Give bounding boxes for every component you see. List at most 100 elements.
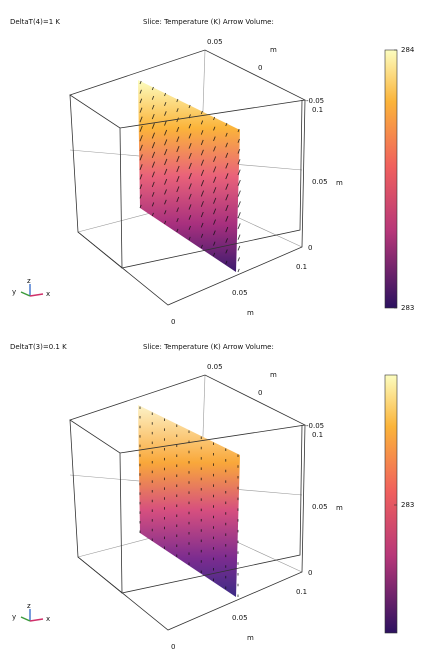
triad-label: z xyxy=(27,277,31,285)
arrow xyxy=(200,233,204,238)
arrow xyxy=(139,144,143,151)
arrow xyxy=(188,236,191,241)
axis-tick-label: 0.1 xyxy=(312,106,323,114)
arrow xyxy=(176,155,180,163)
arrow xyxy=(188,183,192,190)
arrow xyxy=(237,234,241,240)
triad-x xyxy=(29,293,44,297)
arrow xyxy=(200,169,205,177)
arrow xyxy=(139,154,143,161)
arrow xyxy=(213,230,216,236)
arrow xyxy=(151,86,154,91)
arrow xyxy=(164,158,168,166)
arrow xyxy=(139,80,142,85)
axis-tick-label: 0.1 xyxy=(296,588,307,596)
arrow xyxy=(188,172,192,180)
arrow xyxy=(225,162,229,169)
arrow xyxy=(188,193,192,200)
colorbar-label: 283 xyxy=(401,304,414,312)
axis-tick-label: 0.05 xyxy=(312,503,328,511)
arrow xyxy=(213,166,217,173)
colorbar-label: 283 xyxy=(401,501,414,509)
arrow xyxy=(213,176,217,183)
axis-tick-label: -0.05 xyxy=(306,97,324,105)
axis-tick-label: 0.05 xyxy=(207,363,223,371)
arrow xyxy=(237,212,241,219)
arrow xyxy=(188,162,192,170)
axis-tick-label: m xyxy=(336,179,343,187)
box-edge xyxy=(119,99,303,269)
arrow xyxy=(151,113,155,120)
arrow xyxy=(237,138,240,143)
arrow xyxy=(139,89,142,94)
arrow xyxy=(225,249,228,254)
panel-title: Slice: Temperature (K) Arrow Volume: xyxy=(143,18,274,26)
arrow xyxy=(200,149,204,156)
arrow xyxy=(225,142,228,148)
arrow xyxy=(237,245,241,251)
arrow xyxy=(176,117,179,123)
arrow xyxy=(164,101,167,107)
arrow xyxy=(151,151,156,159)
arrow xyxy=(151,171,155,178)
arrow xyxy=(151,202,155,207)
box-edge xyxy=(77,556,123,594)
panel-label: DeltaT(3)=0.1 K xyxy=(10,343,67,351)
arrow xyxy=(176,108,179,113)
arrow xyxy=(176,186,180,193)
arrow xyxy=(164,92,167,97)
arrow xyxy=(237,223,241,230)
arrow xyxy=(188,152,192,159)
arrow xyxy=(176,218,179,223)
axis-tick-label: 0 xyxy=(171,318,175,326)
arrow xyxy=(139,116,143,123)
arrow xyxy=(151,142,156,149)
arrow xyxy=(164,210,167,215)
arrow xyxy=(188,204,192,210)
arrow xyxy=(225,215,229,222)
arrow xyxy=(176,165,180,173)
arrow xyxy=(188,215,192,220)
axis-tick-label: m xyxy=(247,634,254,642)
arrow xyxy=(200,244,203,249)
arrow xyxy=(151,161,156,168)
triad-label: y xyxy=(12,613,16,621)
arrow xyxy=(139,98,143,104)
axis-tick-label: m xyxy=(270,46,277,54)
arrow xyxy=(213,197,217,204)
arrow xyxy=(139,164,143,171)
arrow xyxy=(213,219,216,225)
triad-label: y xyxy=(12,288,16,296)
arrow xyxy=(237,169,241,176)
triad-label: z xyxy=(27,602,31,610)
axis-tick-label: 0 xyxy=(308,244,312,252)
arrow xyxy=(213,156,217,163)
arrow xyxy=(200,139,204,146)
arrow xyxy=(225,226,229,233)
arrow xyxy=(237,128,240,133)
arrow xyxy=(237,190,241,197)
arrow xyxy=(213,136,216,142)
triad-x xyxy=(29,618,44,622)
arrow xyxy=(225,204,229,212)
box-edge xyxy=(69,419,306,631)
arrow xyxy=(225,152,229,159)
arrow xyxy=(213,241,216,246)
panel: DeltaT(3)=0.1 K Slice: Temperature (K) Ar… xyxy=(10,343,414,651)
arrow xyxy=(164,139,168,146)
arrow xyxy=(164,189,167,195)
arrow xyxy=(176,98,179,103)
arrow xyxy=(213,116,216,121)
slice xyxy=(138,80,240,272)
arrow xyxy=(139,107,143,113)
arrow xyxy=(225,183,229,190)
axis-tick-label: 0.05 xyxy=(232,614,248,622)
arrow xyxy=(176,228,179,233)
arrow xyxy=(225,260,228,265)
arrow xyxy=(164,148,168,156)
arrow xyxy=(200,120,204,125)
arrow xyxy=(225,173,229,180)
arrow xyxy=(151,95,155,100)
arrow xyxy=(151,123,155,129)
